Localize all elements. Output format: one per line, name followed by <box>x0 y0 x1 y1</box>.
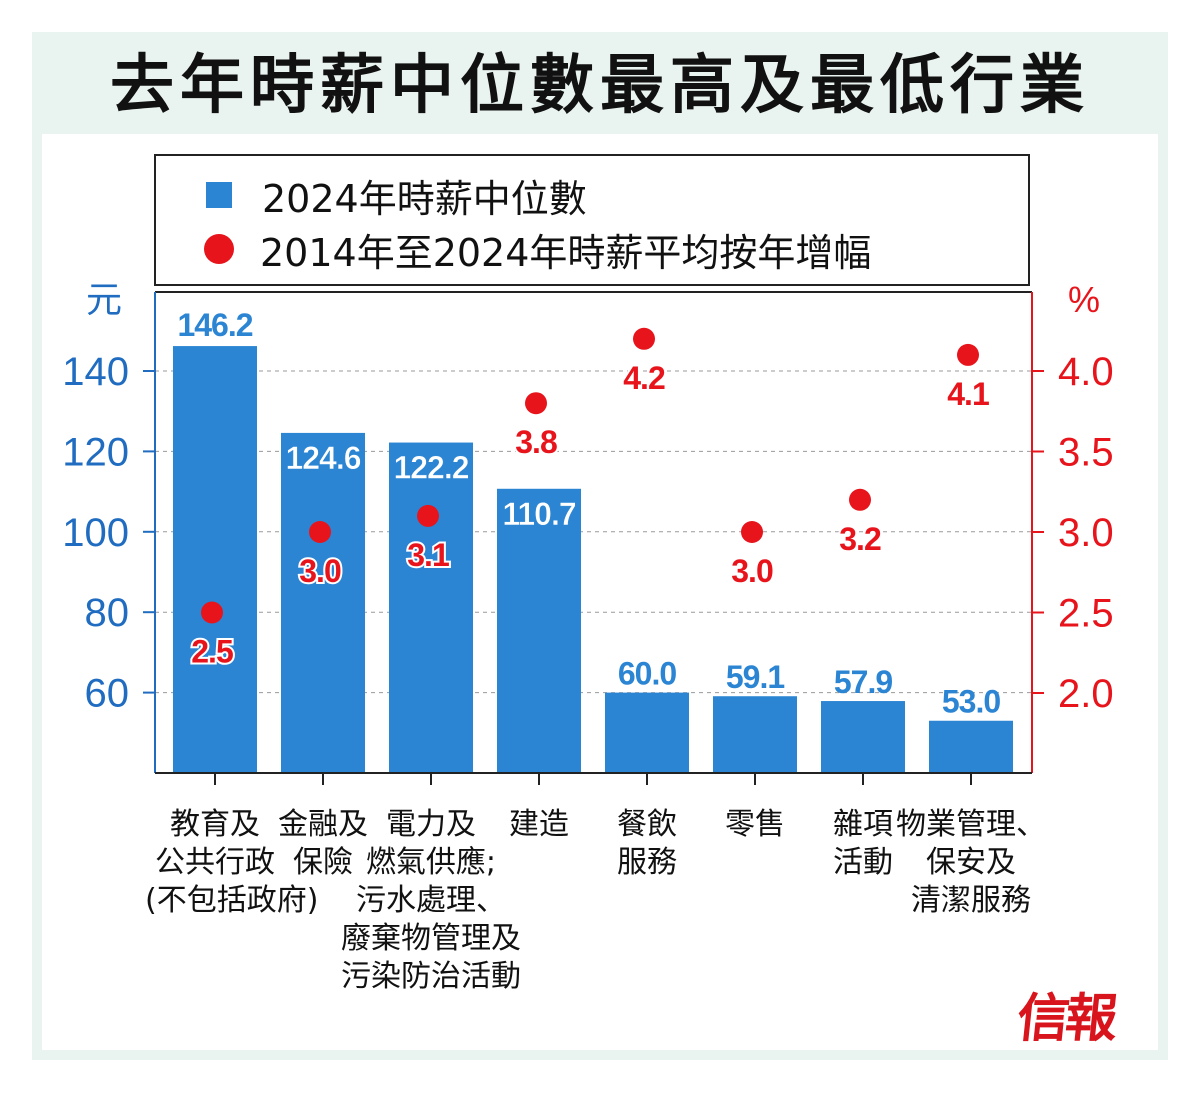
category-label-line: 保安及 <box>926 845 1016 880</box>
growth-value-label: 2.5 <box>191 634 233 670</box>
legend-dot-swatch <box>204 234 234 264</box>
right-axis-unit: % <box>1068 279 1100 320</box>
bar <box>605 692 689 773</box>
right-tick-label: 4.0 <box>1058 350 1114 394</box>
category-label-line: 廢棄物管理及 <box>341 921 521 956</box>
left-axis-unit: 元 <box>86 280 122 321</box>
growth-dot <box>957 343 979 366</box>
bar <box>281 432 365 773</box>
legend: 2024年時薪中位數 2014年至2024年時薪平均按年增幅 <box>154 154 1030 286</box>
bar-value-label: 53.0 <box>942 684 1000 720</box>
bar <box>713 696 797 773</box>
category-label: 雜項 活動 <box>793 806 933 882</box>
growth-dot <box>201 601 223 624</box>
left-tick-label: 120 <box>62 430 129 474</box>
category-label-line: 建造 <box>509 807 569 842</box>
left-tick-label: 60 <box>85 672 130 716</box>
bar-value-label: 60.0 <box>618 656 676 692</box>
left-tick-label: 100 <box>62 511 129 555</box>
bar <box>389 442 473 773</box>
category-label-line: 污染防治活動 <box>341 959 521 994</box>
legend-bar-label: 2024年時薪中位數 <box>262 176 587 221</box>
chart-title: 去年時薪中位數最高及最低行業 <box>110 49 1090 123</box>
bar <box>821 701 905 773</box>
legend-dot-label: 2014年至2024年時薪平均按年增幅 <box>260 230 872 275</box>
category-label: 教育及 公共行政 (不包括政府) <box>145 806 319 920</box>
category-label-line: 清潔服務 <box>911 883 1031 918</box>
growth-value-label: 3.0 <box>731 553 773 589</box>
bar-value-label: 124.6 <box>285 440 360 476</box>
right-tick-label: 3.0 <box>1058 511 1114 555</box>
growth-dot <box>633 327 655 350</box>
category-label-line: 服務 <box>617 845 677 880</box>
growth-value-label: 3.2 <box>839 521 881 557</box>
category-label: 餐飲 服務 <box>577 806 717 882</box>
growth-value-label: 4.1 <box>947 376 989 412</box>
category-label-line: 零售 <box>725 807 785 842</box>
left-tick-label: 140 <box>62 350 129 394</box>
category-label-line: 燃氣供應; <box>365 845 497 880</box>
category-label-line: 教育及 <box>170 807 260 842</box>
category-label-line: 活動 <box>833 845 893 880</box>
bar-value-label: 57.9 <box>834 664 892 700</box>
bar <box>929 720 1013 773</box>
growth-value-label: 3.0 <box>299 553 341 589</box>
category-label-line: 金融及 <box>278 807 368 842</box>
left-tick-label: 80 <box>85 591 130 635</box>
logo: 信報 <box>1014 988 1117 1049</box>
legend-bar-swatch <box>206 182 232 208</box>
right-tick-label: 2.5 <box>1058 592 1114 636</box>
bar-value-label: 146.2 <box>177 307 252 343</box>
category-label: 物業管理、 保安及 清潔服務 <box>896 806 1046 920</box>
category-label-line: 雜項 <box>833 807 893 842</box>
category-label-line: 物業管理、 <box>896 807 1046 842</box>
growth-dot <box>417 504 439 527</box>
growth-dot <box>525 392 547 415</box>
category-label: 零售 <box>685 806 825 844</box>
growth-dot <box>849 488 871 511</box>
category-label-line: 污水處理、 <box>356 883 506 918</box>
bar <box>497 488 581 773</box>
bar-value-label: 59.1 <box>726 659 784 695</box>
bar <box>173 346 257 773</box>
category-label-line: 餐飲 <box>617 807 677 842</box>
bar-value-label: 122.2 <box>393 450 468 486</box>
growth-dot <box>741 521 763 543</box>
growth-dot <box>309 521 331 543</box>
growth-value-label: 3.8 <box>515 424 557 460</box>
category-label-line: 保險 <box>293 845 353 880</box>
legend-item-bar: 2024年時薪中位數 <box>206 168 587 222</box>
bar-value-label: 110.7 <box>502 496 576 532</box>
right-tick-label: 3.5 <box>1058 431 1114 475</box>
category-label-line: 電力及 <box>386 807 476 842</box>
category-label-line: (不包括政府) <box>145 883 319 918</box>
growth-value-label: 3.1 <box>407 537 449 573</box>
category-label: 金融及 保險 <box>253 806 393 882</box>
legend-item-dot: 2014年至2024年時薪平均按年增幅 <box>204 222 872 276</box>
category-label: 建造 <box>469 806 609 844</box>
category-label-line: 公共行政 <box>155 845 275 880</box>
growth-value-label: 4.2 <box>623 360 665 396</box>
category-label: 電力及 燃氣供應; 污水處理、 廢棄物管理及 污染防治活動 <box>336 806 526 996</box>
right-tick-label: 2.0 <box>1058 672 1114 716</box>
